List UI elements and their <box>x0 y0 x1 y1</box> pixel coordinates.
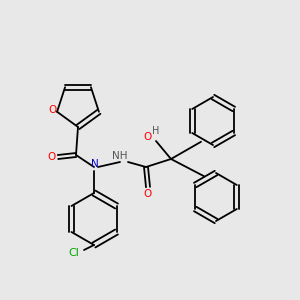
Text: O: O <box>48 105 56 115</box>
Text: O: O <box>144 132 152 142</box>
Text: O: O <box>48 152 56 162</box>
Text: N: N <box>91 159 99 169</box>
Text: Cl: Cl <box>69 248 80 258</box>
Text: H: H <box>152 126 160 136</box>
Text: O: O <box>144 189 152 199</box>
Text: NH: NH <box>112 151 128 161</box>
